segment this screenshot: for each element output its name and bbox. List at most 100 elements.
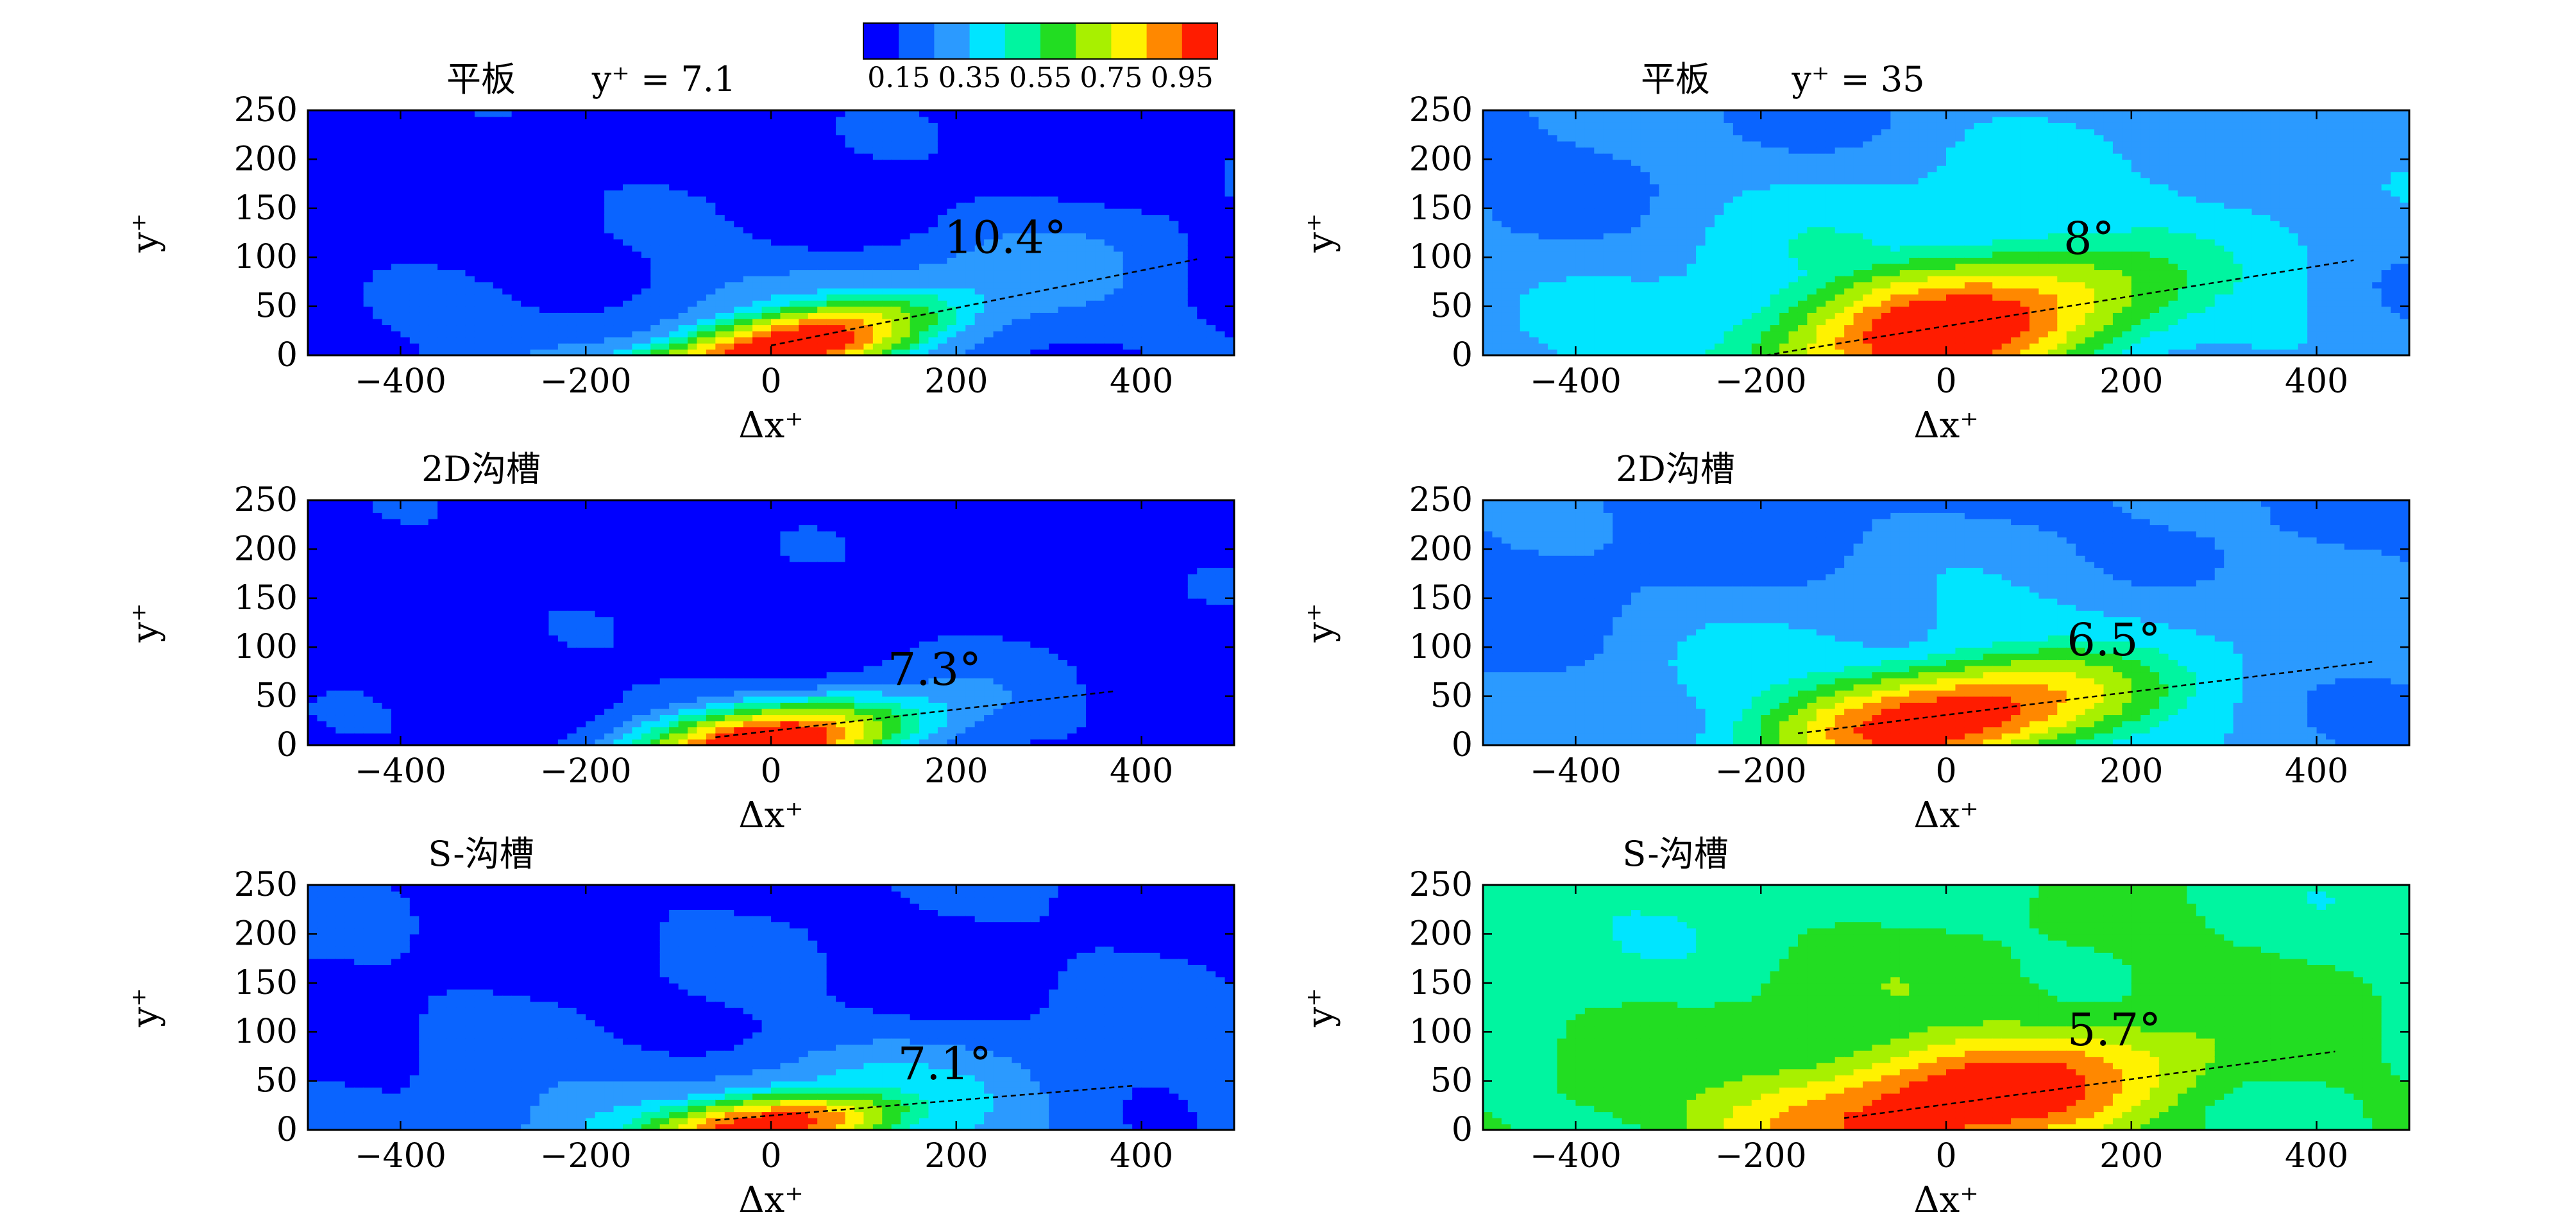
- contour-cell: [1511, 178, 1521, 185]
- contour-cell: [761, 233, 772, 240]
- contour-cell: [854, 287, 865, 295]
- contour-cell: [743, 171, 753, 178]
- contour-cell: [734, 110, 744, 117]
- contour-cell: [1021, 269, 1031, 276]
- contour-cell: [984, 165, 994, 173]
- contour-cell: [1492, 202, 1502, 209]
- contour-cell: [391, 324, 402, 332]
- contour-cell: [956, 294, 967, 301]
- contour-cell: [363, 220, 373, 228]
- contour-cell: [419, 128, 429, 135]
- contour-cell: [1566, 312, 1577, 319]
- contour-cell: [956, 287, 967, 295]
- contour-cell: [1141, 294, 1151, 301]
- contour-cell: [1640, 337, 1650, 344]
- y-tick-label: 150: [234, 189, 298, 228]
- contour-cell: [1659, 208, 1669, 215]
- contour-cell: [557, 251, 568, 258]
- contour-cell: [1123, 116, 1133, 123]
- contour-cell: [641, 251, 652, 258]
- contour-cell: [586, 349, 596, 355]
- contour-cell: [1132, 275, 1142, 283]
- contour-cell: [622, 214, 633, 221]
- contour-cell: [1483, 171, 1493, 178]
- contour-cell: [650, 220, 661, 228]
- contour-cell: [1049, 128, 1059, 135]
- contour-cell: [984, 306, 994, 313]
- contour-cell: [678, 147, 688, 154]
- contour-cell: [1114, 324, 1124, 332]
- contour-cell: [548, 306, 559, 313]
- contour-cell: [465, 294, 475, 301]
- contour-cell: [937, 275, 948, 283]
- contour-cell: [1520, 196, 1530, 203]
- contour-cell: [1529, 251, 1539, 258]
- contour-cell: [484, 251, 494, 258]
- contour-cell: [1584, 140, 1595, 148]
- contour-cell: [1538, 226, 1548, 233]
- contour-cell: [872, 282, 883, 289]
- contour-cell: [382, 147, 392, 154]
- contour-cell: [901, 342, 911, 350]
- contour-cell: [1197, 263, 1207, 271]
- contour-cell: [493, 324, 504, 332]
- contour-cell: [993, 306, 1003, 313]
- contour-cell: [576, 251, 586, 258]
- contour-cell: [567, 116, 577, 123]
- contour-cell: [1021, 208, 1031, 215]
- contour-cell: [919, 330, 929, 338]
- contour-cell: [669, 153, 679, 160]
- contour-cell: [1058, 337, 1068, 344]
- contour-cell: [845, 171, 855, 178]
- contour-cell: [1076, 220, 1087, 228]
- contour-cell: [1058, 324, 1068, 332]
- contour-cell: [335, 330, 346, 338]
- contour-cell: [326, 324, 337, 332]
- contour-cell: [1151, 233, 1161, 240]
- contour-cell: [1538, 233, 1548, 240]
- contour-cell: [335, 306, 346, 313]
- contour-cell: [400, 196, 411, 203]
- contour-cell: [474, 287, 485, 295]
- contour-cell: [1677, 190, 1688, 197]
- contour-cell: [1520, 165, 1530, 173]
- contour-cell: [901, 128, 911, 135]
- contour-cell: [836, 263, 846, 271]
- contour-cell: [595, 257, 605, 264]
- contour-cell: [715, 135, 725, 142]
- contour-cell: [669, 147, 679, 154]
- contour-cell: [734, 257, 744, 264]
- contour-cell: [1659, 165, 1669, 173]
- contour-cell: [1640, 294, 1650, 301]
- contour-cell: [928, 190, 938, 197]
- contour-cell: [1483, 220, 1493, 228]
- contour-cell: [484, 159, 494, 166]
- contour-cell: [808, 263, 818, 271]
- contour-cell: [650, 312, 661, 319]
- contour-cell: [521, 342, 531, 350]
- contour-cell: [1677, 300, 1688, 307]
- contour-cell: [484, 233, 494, 240]
- contour-cell: [1538, 122, 1548, 130]
- contour-cell: [1529, 245, 1539, 252]
- contour-cell: [974, 251, 985, 258]
- contour-cell: [1085, 233, 1096, 240]
- contour-cell: [595, 140, 605, 148]
- contour-cell: [752, 196, 763, 203]
- contour-cell: [836, 220, 846, 228]
- contour-cell: [965, 282, 976, 289]
- contour-cell: [484, 110, 494, 117]
- contour-cell: [1686, 245, 1697, 252]
- contour-cell: [539, 178, 550, 185]
- contour-cell: [530, 196, 540, 203]
- contour-cell: [1511, 275, 1521, 283]
- contour-cell: [1049, 196, 1059, 203]
- contour-cell: [539, 135, 550, 142]
- contour-cell: [493, 282, 504, 289]
- contour-cell: [428, 300, 438, 307]
- contour-cell: [1114, 178, 1124, 185]
- contour-cell: [1501, 337, 1512, 344]
- contour-cell: [1224, 263, 1234, 271]
- contour-cell: [734, 147, 744, 154]
- contour-cell: [1206, 263, 1216, 271]
